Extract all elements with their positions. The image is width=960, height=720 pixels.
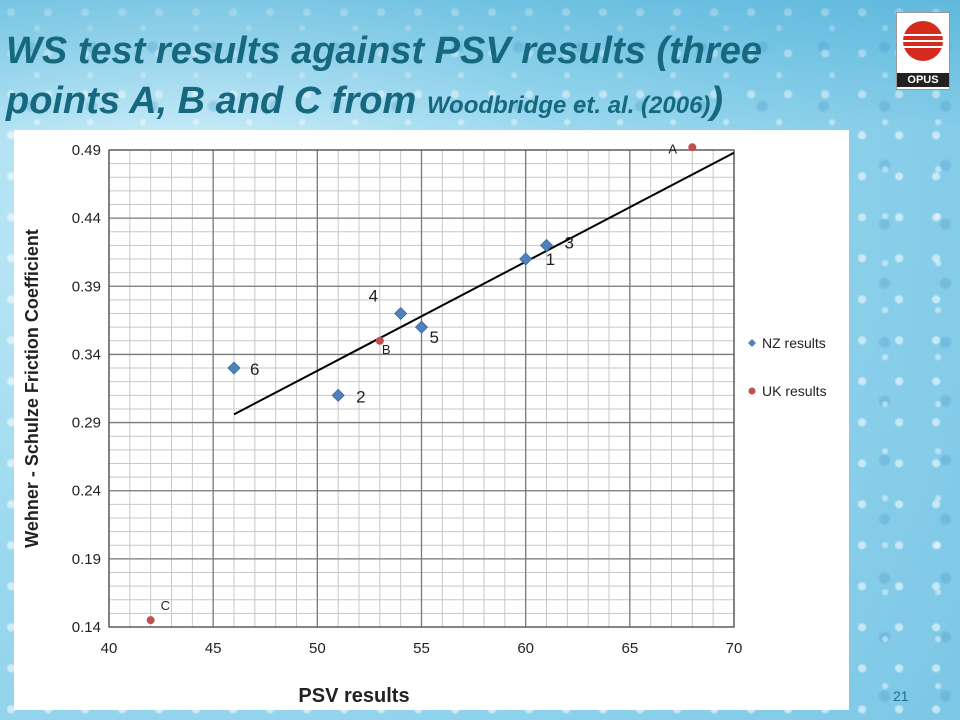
x-axis-label: PSV results bbox=[298, 685, 409, 707]
point-label: 2 bbox=[356, 387, 365, 406]
point-label: 6 bbox=[250, 360, 259, 379]
point-label: C bbox=[161, 598, 170, 613]
point-label: 4 bbox=[369, 287, 378, 306]
opus-logo-icon bbox=[903, 21, 943, 61]
nz-result-point bbox=[394, 306, 408, 321]
data-points: 1 2 3 4 5 6 A B C bbox=[146, 141, 697, 625]
point-label: 3 bbox=[565, 233, 574, 252]
y-tick-label: 0.34 bbox=[72, 346, 101, 363]
uk-result-point bbox=[688, 143, 697, 152]
y-tick-label: 0.19 bbox=[72, 551, 101, 568]
slide-title: WS test results against PSV results (thr… bbox=[6, 26, 886, 131]
uk-result-point bbox=[375, 336, 384, 345]
y-tick-label: 0.29 bbox=[72, 415, 101, 432]
nz-result-point bbox=[331, 388, 345, 402]
scatter-chart: 40 45 50 55 60 65 700.140.190.240.290.340.390.… bbox=[22, 141, 827, 707]
legend: NZ results UK results bbox=[748, 335, 827, 399]
major-gridlines bbox=[108, 149, 735, 628]
opus-logo-text: OPUS bbox=[897, 73, 949, 87]
nz-result-point bbox=[414, 320, 429, 334]
y-tick-label: 0.24 bbox=[72, 483, 101, 500]
header-swoosh bbox=[0, 0, 960, 130]
x-tick-label: 70 bbox=[726, 640, 743, 657]
y-tick-label: 0.39 bbox=[72, 278, 101, 295]
y-tick-label: 0.49 bbox=[72, 142, 101, 159]
legend-entry-label: NZ results bbox=[762, 335, 826, 351]
y-tick-label: 0.14 bbox=[72, 619, 101, 636]
point-label: 1 bbox=[546, 250, 555, 269]
y-tick-label: 0.44 bbox=[72, 210, 101, 227]
x-tick-label: 65 bbox=[621, 640, 638, 657]
trendline bbox=[233, 151, 735, 416]
opus-logo: OPUS bbox=[896, 12, 950, 90]
plot-border bbox=[108, 149, 735, 628]
nz-result-point bbox=[539, 238, 554, 252]
page-number: 21 bbox=[893, 688, 909, 704]
legend-entry-label: UK results bbox=[762, 383, 827, 399]
x-tick-label: 60 bbox=[517, 640, 534, 657]
nz-result-point bbox=[519, 252, 533, 266]
point-label: 5 bbox=[430, 328, 439, 347]
slide-title-main: WS test results against PSV results (thr… bbox=[6, 30, 763, 122]
x-tick-label: 55 bbox=[413, 640, 430, 657]
legend-marker-uk bbox=[748, 387, 756, 395]
x-tick-label: 45 bbox=[205, 640, 222, 657]
point-label: A bbox=[668, 141, 677, 156]
legend-marker-nz bbox=[748, 339, 756, 347]
point-label: B bbox=[382, 342, 391, 357]
slide-title-citation: Woodbridge et. al. (2006) bbox=[426, 92, 711, 119]
chart-panel: 40 45 50 55 60 65 70 0.14 0.19 0.24 0.29 0.34 0.39 0.… bbox=[14, 130, 849, 710]
slide-title-end: ) bbox=[710, 80, 724, 122]
y-axis-label: Wehner - Schulze Friction Coefficient bbox=[22, 229, 42, 548]
nz-result-point bbox=[227, 361, 241, 375]
tick-labels: 40 45 50 55 60 65 700.140.190.240.290.340.390.… bbox=[72, 142, 743, 657]
uk-result-point bbox=[146, 616, 155, 625]
x-tick-label: 50 bbox=[309, 640, 326, 657]
x-tick-label: 40 bbox=[101, 640, 118, 657]
